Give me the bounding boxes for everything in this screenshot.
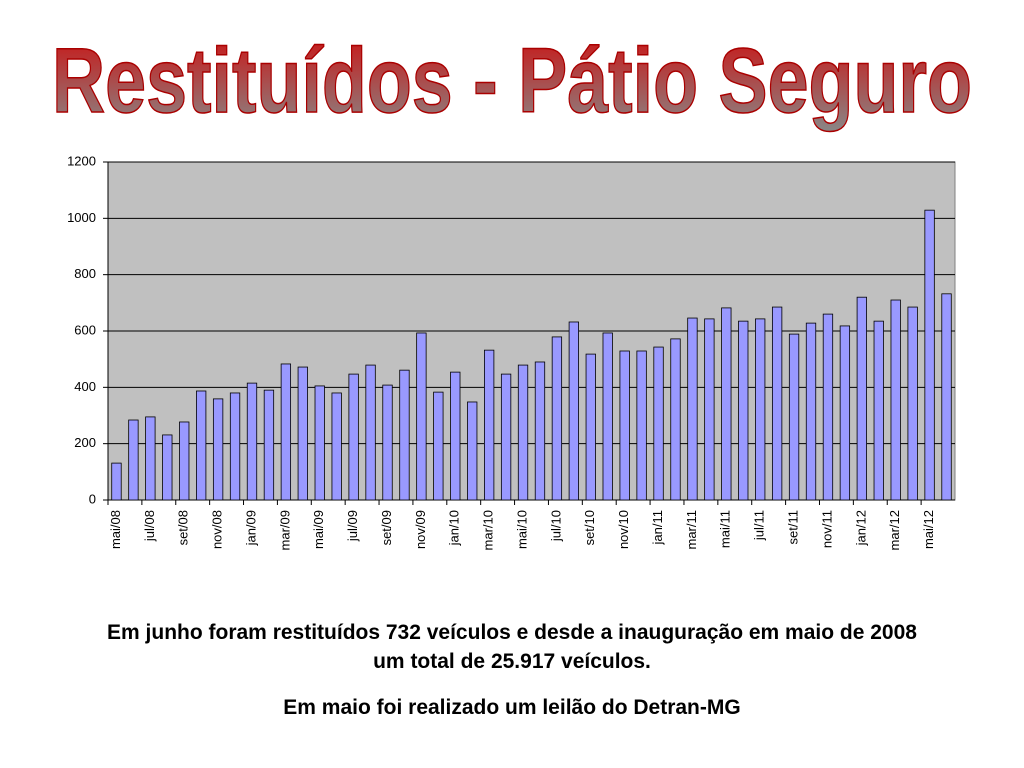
bar [179,421,190,501]
x-tick-label: mai/12 [921,510,936,549]
bar [890,299,901,501]
bar [636,350,647,501]
chart-title: Restituídos - Pátio Seguro [52,30,972,132]
bar [229,392,241,501]
y-tick-label: 200 [74,435,96,450]
y-tick-label: 1200 [67,153,96,168]
bar [534,361,546,501]
bar [365,364,376,501]
bar [619,350,630,501]
y-tick-label: 400 [74,379,96,394]
bar [704,318,715,501]
bar [212,398,224,501]
x-tick-label: set/09 [379,510,394,545]
x-tick-label: nov/11 [819,510,834,548]
x-tick-label: mar/10 [481,510,496,550]
x-tick-label: mar/12 [887,510,902,550]
bar [500,373,512,501]
x-tick-label: jul/11 [752,510,767,541]
bar [297,366,308,501]
bar [314,385,325,501]
x-tick-label: mai/08 [108,510,123,549]
x-tick-label: mai/09 [311,510,326,549]
x-tick-label: jan/12 [853,510,868,546]
bar [755,318,766,501]
bar [568,321,579,501]
bar [653,346,664,501]
bar [839,325,851,501]
bar [687,317,698,501]
bar [788,333,800,501]
x-tick-label: nov/10 [616,510,631,549]
bar [111,462,122,501]
bar [467,401,478,501]
bar [907,306,918,501]
annotation: Em maio foi realizado um leilão do Detra… [283,696,741,719]
x-tick-label: jul/08 [142,510,157,542]
bar [196,390,207,501]
chart: Restituídos - Pátio Seguro 0 200 400 600 800… [51,29,973,550]
bar [399,369,410,501]
bar [246,382,258,501]
y-tick-label: 1000 [67,210,96,225]
bar [771,306,783,501]
bar [822,313,834,501]
bar [263,389,275,501]
x-tick-label: jul/10 [548,510,563,542]
bar [450,371,461,501]
bar [805,322,817,501]
bar [145,416,156,501]
annotation: Em junho foram restituídos 732 veículos … [107,621,917,673]
y-tick-label: 600 [74,322,96,337]
x-tick-label: set/08 [176,510,191,545]
bar [128,419,139,501]
x-tick-label: jan/11 [650,510,665,545]
bar [331,392,342,501]
bar [941,293,952,501]
x-tick-label: jan/09 [243,510,258,546]
bar [924,209,935,501]
bar [382,384,393,501]
bar [517,364,529,501]
bar [873,320,884,501]
x-tick-label: nov/09 [413,510,428,549]
y-tick-label: 0 [89,491,96,506]
bar [602,332,613,501]
bar [670,338,681,501]
x-tick-label: set/10 [582,510,597,545]
y-tick-label: 800 [74,266,96,281]
x-tick-label: set/11 [786,510,801,544]
bar [348,373,359,501]
bar [162,434,173,501]
bar [280,363,292,501]
x-tick-label: jul/09 [345,510,360,542]
x-tick-label: jan/10 [447,510,462,546]
x-tick-label: nov/08 [210,510,225,549]
bar [721,307,732,501]
x-tick-label: mar/09 [277,510,292,550]
bar [433,391,444,501]
x-tick-label: mai/11 [718,510,733,548]
bar [416,332,427,501]
bar [551,336,563,501]
bar [484,349,495,501]
bar [856,296,867,501]
x-tick-label: mar/11 [684,510,699,550]
bar [738,320,749,501]
bar [585,353,596,501]
x-tick-label: mai/10 [514,510,529,549]
